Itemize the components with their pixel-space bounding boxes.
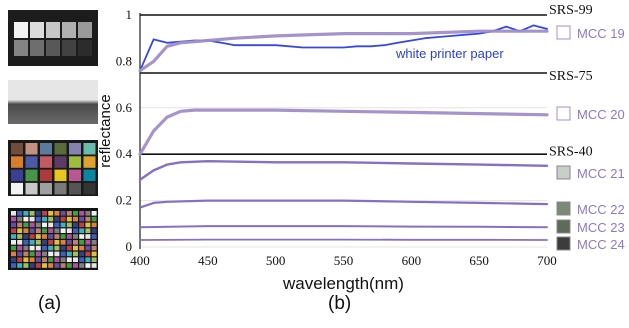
x-tick-label: 550 [334,253,354,268]
panel-label-a: (a) [38,293,62,314]
legend-item-mcc-20: MCC 20 [556,106,625,122]
legend-swatch [556,106,571,121]
y-tick-label: 0.8 [116,53,132,68]
legend-label: MCC 21 [577,166,625,181]
panel-label-b: (b) [328,293,352,314]
reference-label-srs-75: SRS-75 [549,69,593,84]
x-tick-label: 600 [402,253,422,268]
y-tick-label: 0.2 [116,193,132,208]
legend-label: MCC 20 [577,107,625,122]
x-axis-label: wavelength(nm) [282,274,404,293]
x-tick-label: 400 [130,253,150,268]
legend-swatch [556,165,571,180]
series-line-mcc-19 [138,29,549,73]
reference-label-srs-40: SRS-40 [549,144,593,159]
reference-label-srs-99: SRS-99 [549,3,593,18]
x-tick-label: 450 [198,253,218,268]
x-tick-label: 500 [266,253,286,268]
series-line-mcc-23 [139,225,548,229]
legend-swatch [556,25,571,40]
legend-item-mcc-19: MCC 19 [556,25,625,41]
series-line-mcc-22 [138,199,549,209]
x-tick-label: 650 [469,253,489,268]
sample-thumbnails [8,10,98,270]
grayscale-target-thumbnail [8,10,98,66]
legend-swatch [556,201,571,216]
legend-item-mcc-22: MCC 22 [556,201,625,217]
y-tick-label: 1 [126,7,133,22]
legend-swatch [556,236,571,251]
y-tick-label: 0.4 [116,146,133,161]
series-line-mcc-20 [138,108,549,156]
y-tick-label: 0 [126,239,133,254]
legend-label: MCC 24 [577,237,625,252]
plot-area: SRS-99 SRS-75 SRS-40 white printer paper 400… [97,3,625,293]
legend-label: MCC 23 [577,220,625,235]
series-line-mcc-21 [138,160,549,181]
legend-label: MCC 19 [577,26,625,41]
legend-item-mcc-23: MCC 23 [556,219,625,235]
x-tick-label: 700 [537,253,557,268]
legend-item-mcc-24: MCC 24 [556,236,625,252]
y-axis-label: reflectance [97,94,114,167]
legend-label: MCC 22 [577,202,625,217]
gradient-strip-thumbnail [8,80,98,124]
annotation-white-printer-paper: white printer paper [395,46,504,61]
legend-swatch [556,219,571,234]
digital-colorchecker-sg-thumbnail [8,208,98,270]
legend-item-mcc-21: MCC 21 [556,165,625,181]
y-tick-label: 0.6 [116,100,133,115]
colorchecker-thumbnail [8,140,98,196]
